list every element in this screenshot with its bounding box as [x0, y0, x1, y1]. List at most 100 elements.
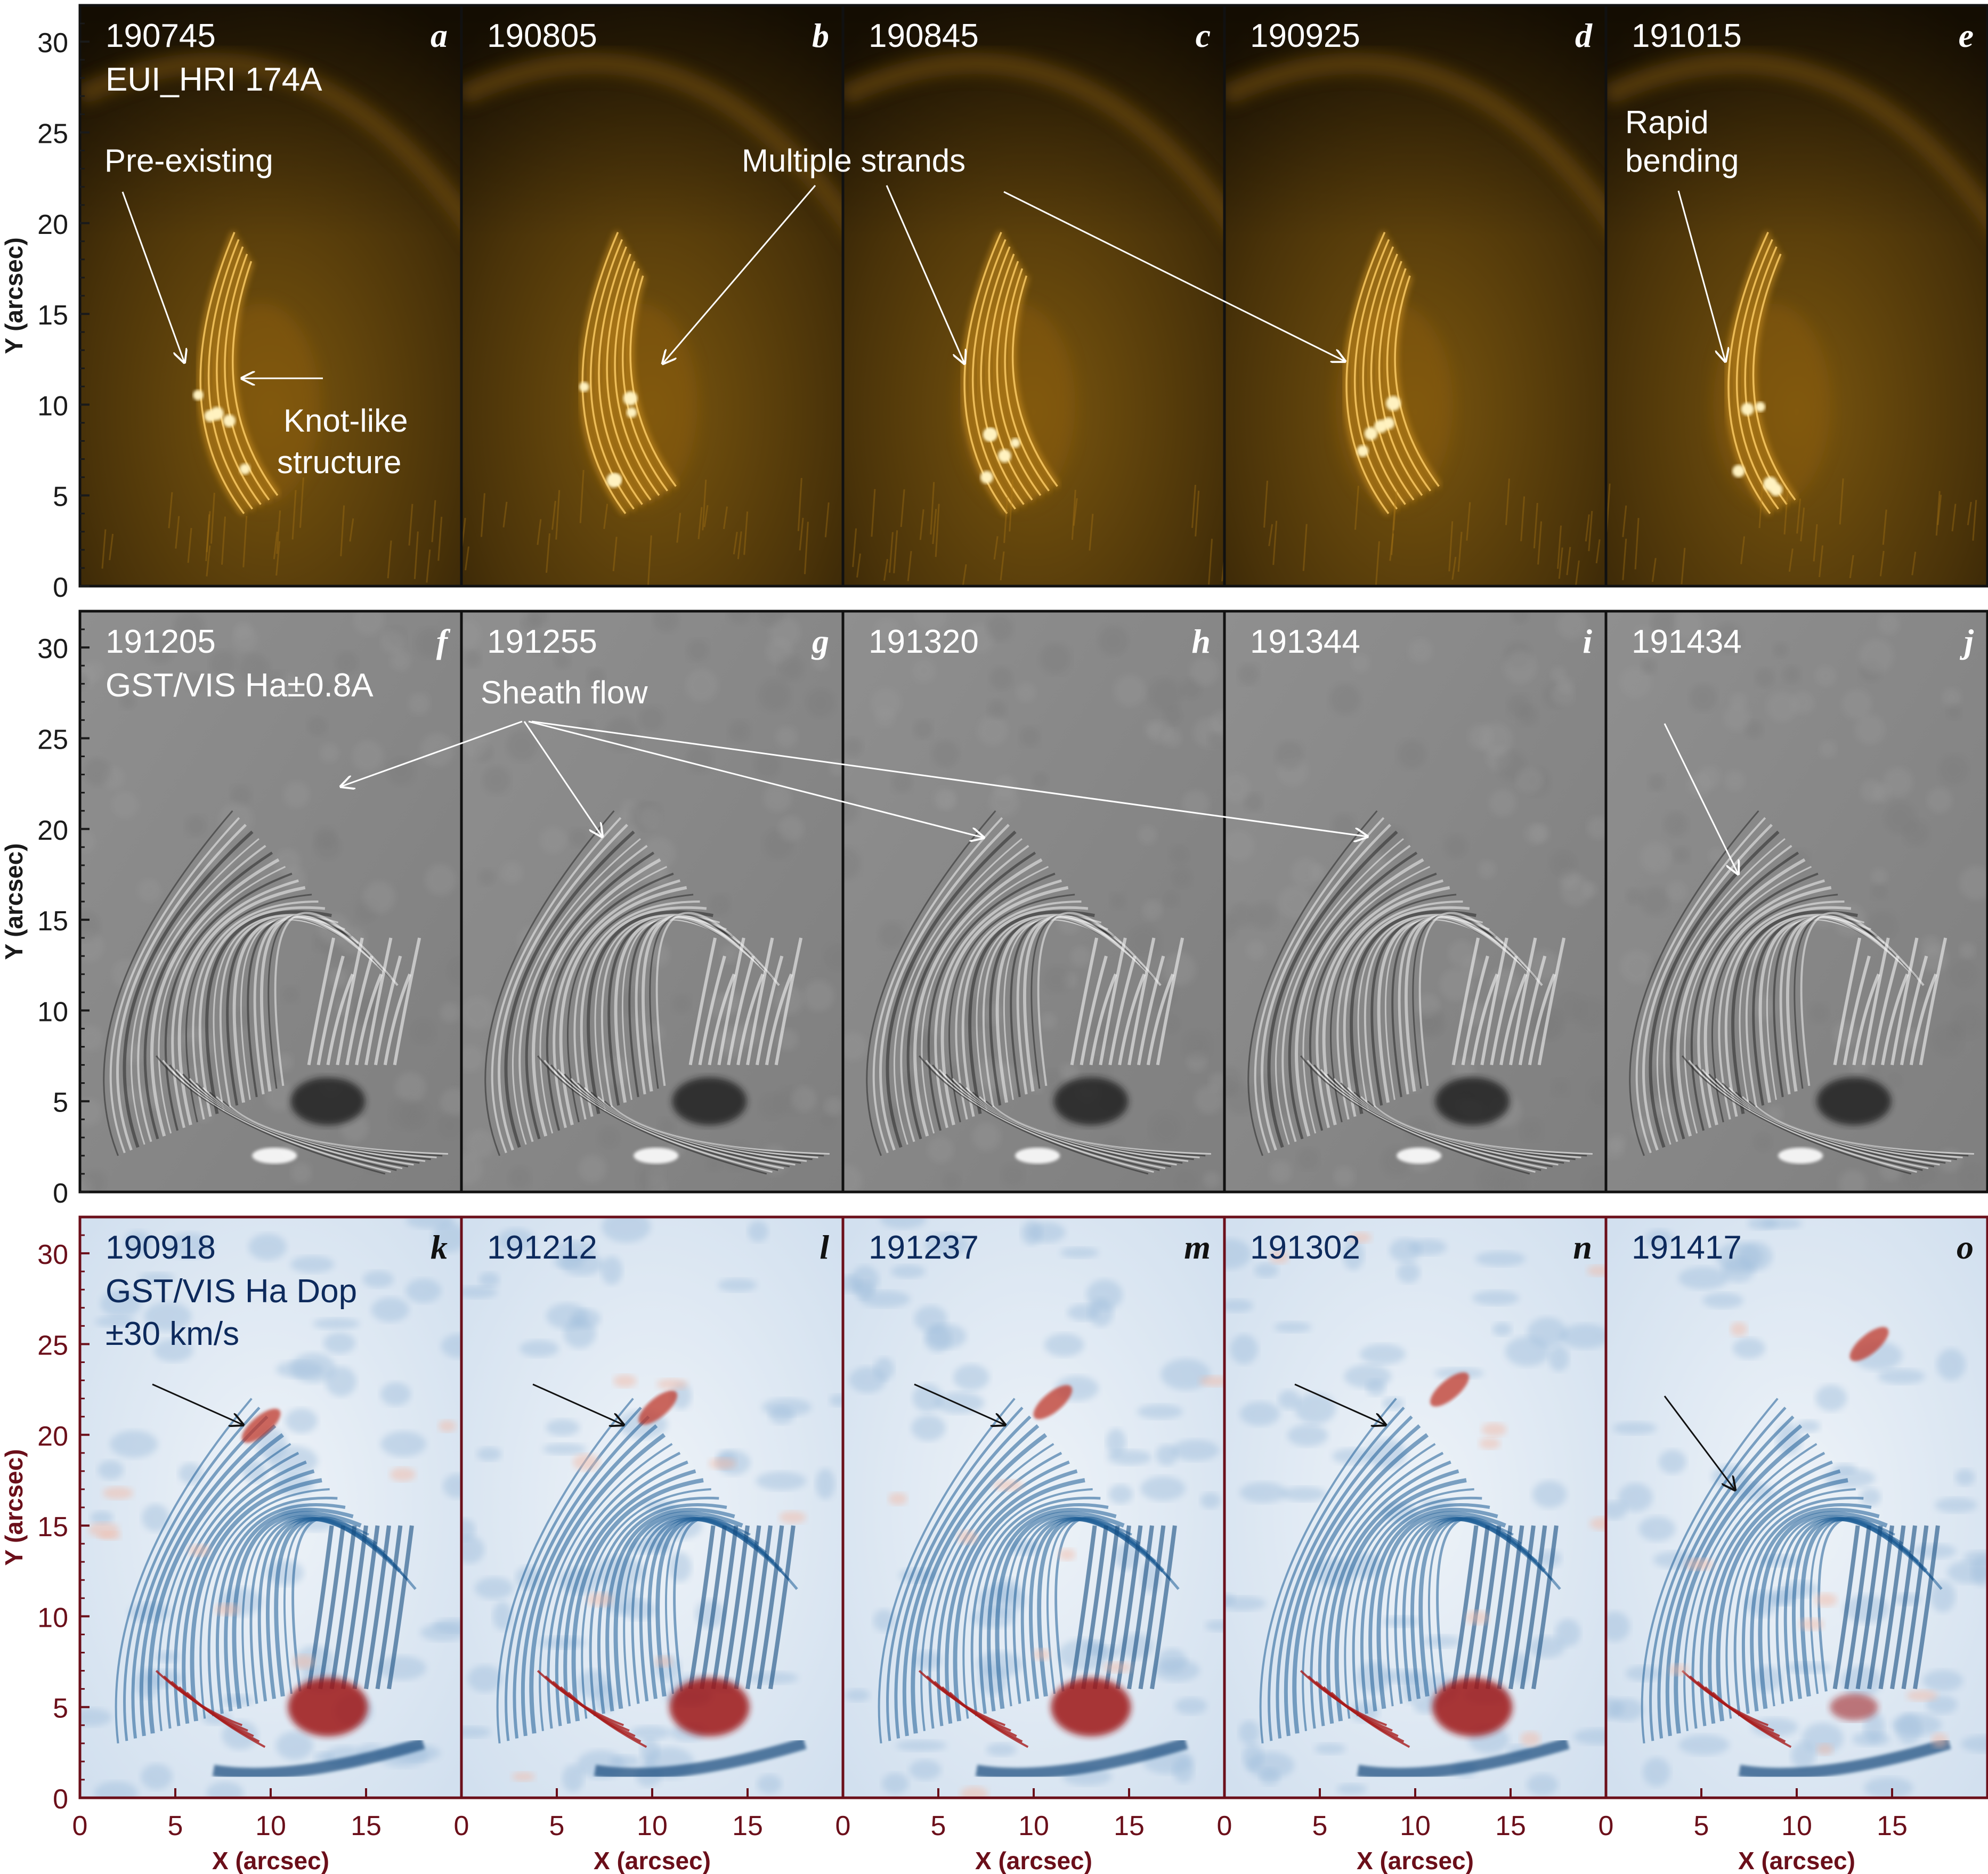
timestamp: 191434: [1632, 623, 1742, 660]
panel-letter: h: [1191, 622, 1211, 660]
y-tick-label: 25: [37, 118, 68, 149]
panel-frame: [1604, 610, 1988, 1194]
x-tick-label: 15: [732, 1811, 763, 1841]
panel-letter: m: [1184, 1228, 1211, 1266]
panel-image: [1606, 611, 1987, 1192]
arrow-dop-m: [914, 1383, 1005, 1425]
y-tick-label: 20: [37, 815, 68, 846]
x-tick-label: 5: [549, 1811, 565, 1841]
timestamp: 190805: [487, 18, 597, 54]
y-axis-dop: 0 5 10 15 20 25 30 Y (arcsec): [0, 1234, 90, 1815]
x-tick-label: 10: [637, 1811, 668, 1841]
panel-frame: [1604, 4, 1988, 588]
arrow-dop-k: [152, 1383, 243, 1425]
row-vis: 191205 f 191255 g 191320 h 191344 i 191434 j GST/V…: [78, 610, 1988, 1194]
annotation-rapid-line2: bending: [1625, 143, 1739, 179]
panel-letter: e: [1959, 17, 1974, 54]
panel-b: 190805 b: [460, 4, 845, 588]
y-axis-label: Y (arcsec): [0, 237, 28, 354]
timestamp: 191212: [487, 1229, 597, 1266]
y-tick-label: 20: [37, 209, 68, 240]
x-tick-label: 5: [1694, 1811, 1709, 1841]
timestamp: 190845: [869, 18, 979, 54]
y-tick-label: 20: [37, 1421, 68, 1452]
panel-h: 191320 h: [841, 610, 1226, 1194]
instrument-label: GST/VIS Ha±0.8A: [106, 667, 374, 704]
instrument-label: ±30 km/s: [106, 1316, 239, 1352]
panel-letter: b: [812, 17, 829, 54]
arrow-strands-d: [1003, 191, 1345, 361]
panel-j: 191434 j: [1604, 610, 1988, 1194]
x-tick-label: 15: [1877, 1811, 1908, 1841]
x-axis-label: X (arcsec): [975, 1847, 1092, 1874]
arrow-pre-existing: [121, 191, 184, 362]
x-axis: 0 5 10 15 X (arcsec) 0 5 10 15 X (arcsec) 0 5 10 15 X …: [72, 1788, 1908, 1874]
panel-image: [1224, 1217, 1606, 1798]
panel-f: 191205 f: [78, 610, 463, 1194]
y-tick-label: 5: [53, 482, 68, 513]
panel-g: 191255 g: [460, 610, 845, 1194]
panel-n: 191302 n: [1223, 1215, 1608, 1799]
x-tick-label: 10: [1781, 1811, 1812, 1841]
x-tick-label: 15: [351, 1811, 382, 1841]
y-axis-label: Y (arcsec): [0, 1449, 28, 1565]
arrow-dop-o: [1664, 1396, 1735, 1490]
x-tick-label: 10: [1400, 1811, 1431, 1841]
panel-image: [1606, 1217, 1987, 1798]
panel-d: 190925 d: [1223, 4, 1608, 588]
panel-a: 190745 a: [78, 4, 463, 588]
arrow-sheath-g: [523, 721, 602, 837]
panel-image: [1224, 611, 1606, 1192]
axes-layer: 0 5 10 15 20 25 30 Y (arcsec) 0 5 10 15 20 25 30 Y (arc…: [0, 22, 1908, 1874]
panel-m: 191237 m: [841, 1215, 1226, 1799]
x-tick-label: 5: [931, 1811, 946, 1841]
y-tick-label: 15: [37, 906, 68, 937]
panel-k: 190918 k: [78, 1215, 463, 1799]
x-tick-label: 0: [72, 1811, 88, 1841]
panel-letter: k: [431, 1228, 448, 1266]
panel-o: 191417 o: [1604, 1215, 1988, 1799]
annotation-sheath-flow: Sheath flow: [481, 675, 648, 710]
x-axis-label: X (arcsec): [212, 1847, 329, 1874]
x-tick-label: 0: [454, 1811, 469, 1841]
y-tick-label: 5: [53, 1693, 68, 1724]
panel-image: [461, 1217, 843, 1798]
y-tick-label: 15: [37, 300, 68, 331]
panel-image: [1606, 5, 1987, 586]
x-tick-label: 0: [1217, 1811, 1232, 1841]
annotation-multiple-strands: Multiple strands: [742, 143, 965, 179]
annotation-knot-line1: Knot-like: [283, 403, 408, 439]
arrow-dop-l: [532, 1383, 623, 1425]
timestamp: 190925: [1250, 18, 1360, 54]
x-axis-label: X (arcsec): [594, 1847, 711, 1874]
timestamp: 191302: [1250, 1229, 1360, 1266]
arrow-strands-c: [886, 185, 964, 363]
timestamp: 191015: [1632, 18, 1742, 54]
y-tick-label: 0: [53, 1178, 68, 1209]
annotation-knot-line2: structure: [277, 444, 401, 480]
panel-grid: 190745 a 190805 b 190845 c 190925 d 191015 e EUI_H…: [78, 4, 1988, 1799]
y-tick-label: 0: [53, 572, 68, 603]
arrow-sheath-h: [528, 720, 984, 838]
timestamp: 191205: [106, 623, 216, 660]
y-tick-label: 25: [37, 1330, 68, 1361]
y-tick-label: 25: [37, 724, 68, 755]
timestamp: 190918: [106, 1229, 216, 1266]
arrow-sheath-j: [1664, 723, 1738, 874]
panel-letter: n: [1573, 1228, 1592, 1266]
panel-l: 191212 l: [460, 1215, 845, 1799]
x-tick-label: 5: [1312, 1811, 1328, 1841]
timestamp: 191417: [1632, 1229, 1742, 1266]
panel-letter: a: [431, 17, 448, 54]
y-tick-label: 30: [37, 634, 68, 664]
instrument-label: EUI_HRI 174A: [106, 61, 322, 98]
y-tick-label: 30: [37, 1239, 68, 1270]
x-tick-label: 10: [255, 1811, 286, 1841]
arrow-sheath-f: [341, 720, 523, 786]
x-axis-label: X (arcsec): [1738, 1847, 1855, 1874]
arrow-sheath-i: [531, 720, 1367, 837]
arrow-rapid: [1677, 190, 1725, 361]
panel-image: [843, 611, 1224, 1192]
panel-i: 191344 i: [1223, 610, 1608, 1194]
